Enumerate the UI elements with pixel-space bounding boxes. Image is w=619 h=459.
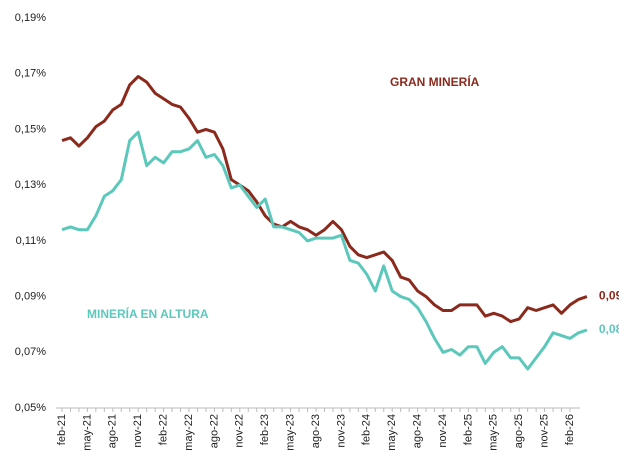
- x-tick-label: may-22: [183, 414, 195, 451]
- y-tick-label: 0,13%: [15, 179, 46, 191]
- y-tick-label: 0,09%: [15, 290, 46, 302]
- y-tick-label: 0,15%: [15, 123, 46, 135]
- x-tick-label: feb-25: [462, 414, 474, 445]
- series-line: [61, 130, 588, 371]
- y-tick-label: 0,19%: [15, 12, 46, 24]
- x-tick-label: nov-24: [437, 414, 449, 448]
- x-tick-label: feb-23: [259, 414, 271, 445]
- x-tick-label: nov-23: [335, 414, 347, 448]
- x-tick-label: ago-24: [412, 414, 424, 448]
- x-tick-label: feb-21: [56, 414, 68, 445]
- series-annotation: MINERÍA EN ALTURA: [87, 306, 209, 321]
- x-tick-label: ago-25: [513, 414, 525, 448]
- series-line: [61, 75, 588, 324]
- x-tick-label: ago-21: [107, 414, 119, 448]
- x-tick-label: nov-25: [539, 414, 551, 448]
- x-tick-label: may-25: [488, 414, 500, 451]
- y-tick-label: 0,07%: [15, 346, 46, 358]
- x-tick-label: feb-26: [564, 414, 576, 445]
- x-tick-label: ago-23: [310, 414, 322, 448]
- y-tick-label: 0,17%: [15, 68, 46, 80]
- series-annotation: GRAN MINERÍA: [390, 74, 480, 89]
- x-tick-label: ago-22: [208, 414, 220, 448]
- x-tick-label: feb-22: [158, 414, 170, 445]
- data-label: 0,09%: [599, 289, 619, 303]
- x-tick-label: may-23: [285, 414, 297, 451]
- y-tick-label: 0,11%: [16, 235, 47, 247]
- x-tick-label: feb-24: [361, 414, 373, 445]
- data-label: 0,08%: [599, 322, 619, 336]
- y-tick-label: 0,05%: [15, 402, 46, 414]
- x-tick-label: nov-22: [234, 414, 246, 448]
- x-tick-label: nov-21: [132, 414, 144, 448]
- x-tick-label: may-21: [81, 414, 93, 451]
- x-tick-label: may-24: [386, 414, 398, 451]
